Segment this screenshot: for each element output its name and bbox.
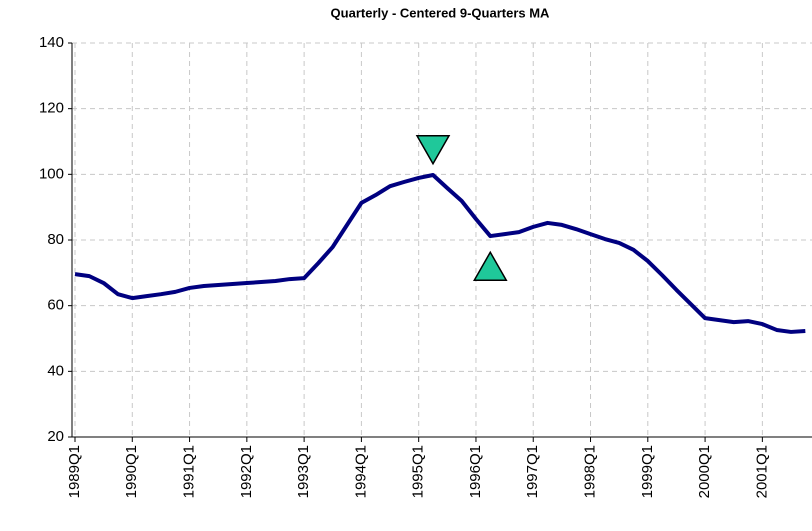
x-tick-label: 2001Q1 [753, 445, 770, 498]
marker-triangle [472, 250, 508, 282]
x-tick-label: 1993Q1 [295, 445, 312, 498]
x-tick-label: 1994Q1 [352, 445, 369, 498]
y-tick-label: 140 [39, 34, 64, 51]
marker-triangle [415, 134, 451, 166]
x-tick-label: 1991Q1 [181, 445, 198, 498]
y-tick-label: 40 [47, 362, 64, 379]
y-tick-label: 80 [47, 231, 64, 248]
x-tick-label: 1998Q1 [581, 445, 598, 498]
x-tick-label: 1990Q1 [123, 445, 140, 498]
y-tick-label: 60 [47, 297, 64, 314]
x-tick-label: 1996Q1 [467, 445, 484, 498]
x-tick-label: 2000Q1 [696, 445, 713, 498]
x-tick-label: 1997Q1 [524, 445, 541, 498]
y-tick-label: 100 [39, 165, 64, 182]
x-tick-label: 1999Q1 [639, 445, 656, 498]
x-tick-label: 1992Q1 [238, 445, 255, 498]
line-series [74, 172, 806, 334]
chart-title: Quarterly - Centered 9-Quarters MA [331, 5, 551, 20]
x-tick-label: 1995Q1 [410, 445, 427, 498]
y-tick-label: 20 [47, 428, 64, 445]
y-tick-label: 120 [39, 100, 64, 117]
x-tick-label: 1989Q1 [66, 445, 83, 498]
